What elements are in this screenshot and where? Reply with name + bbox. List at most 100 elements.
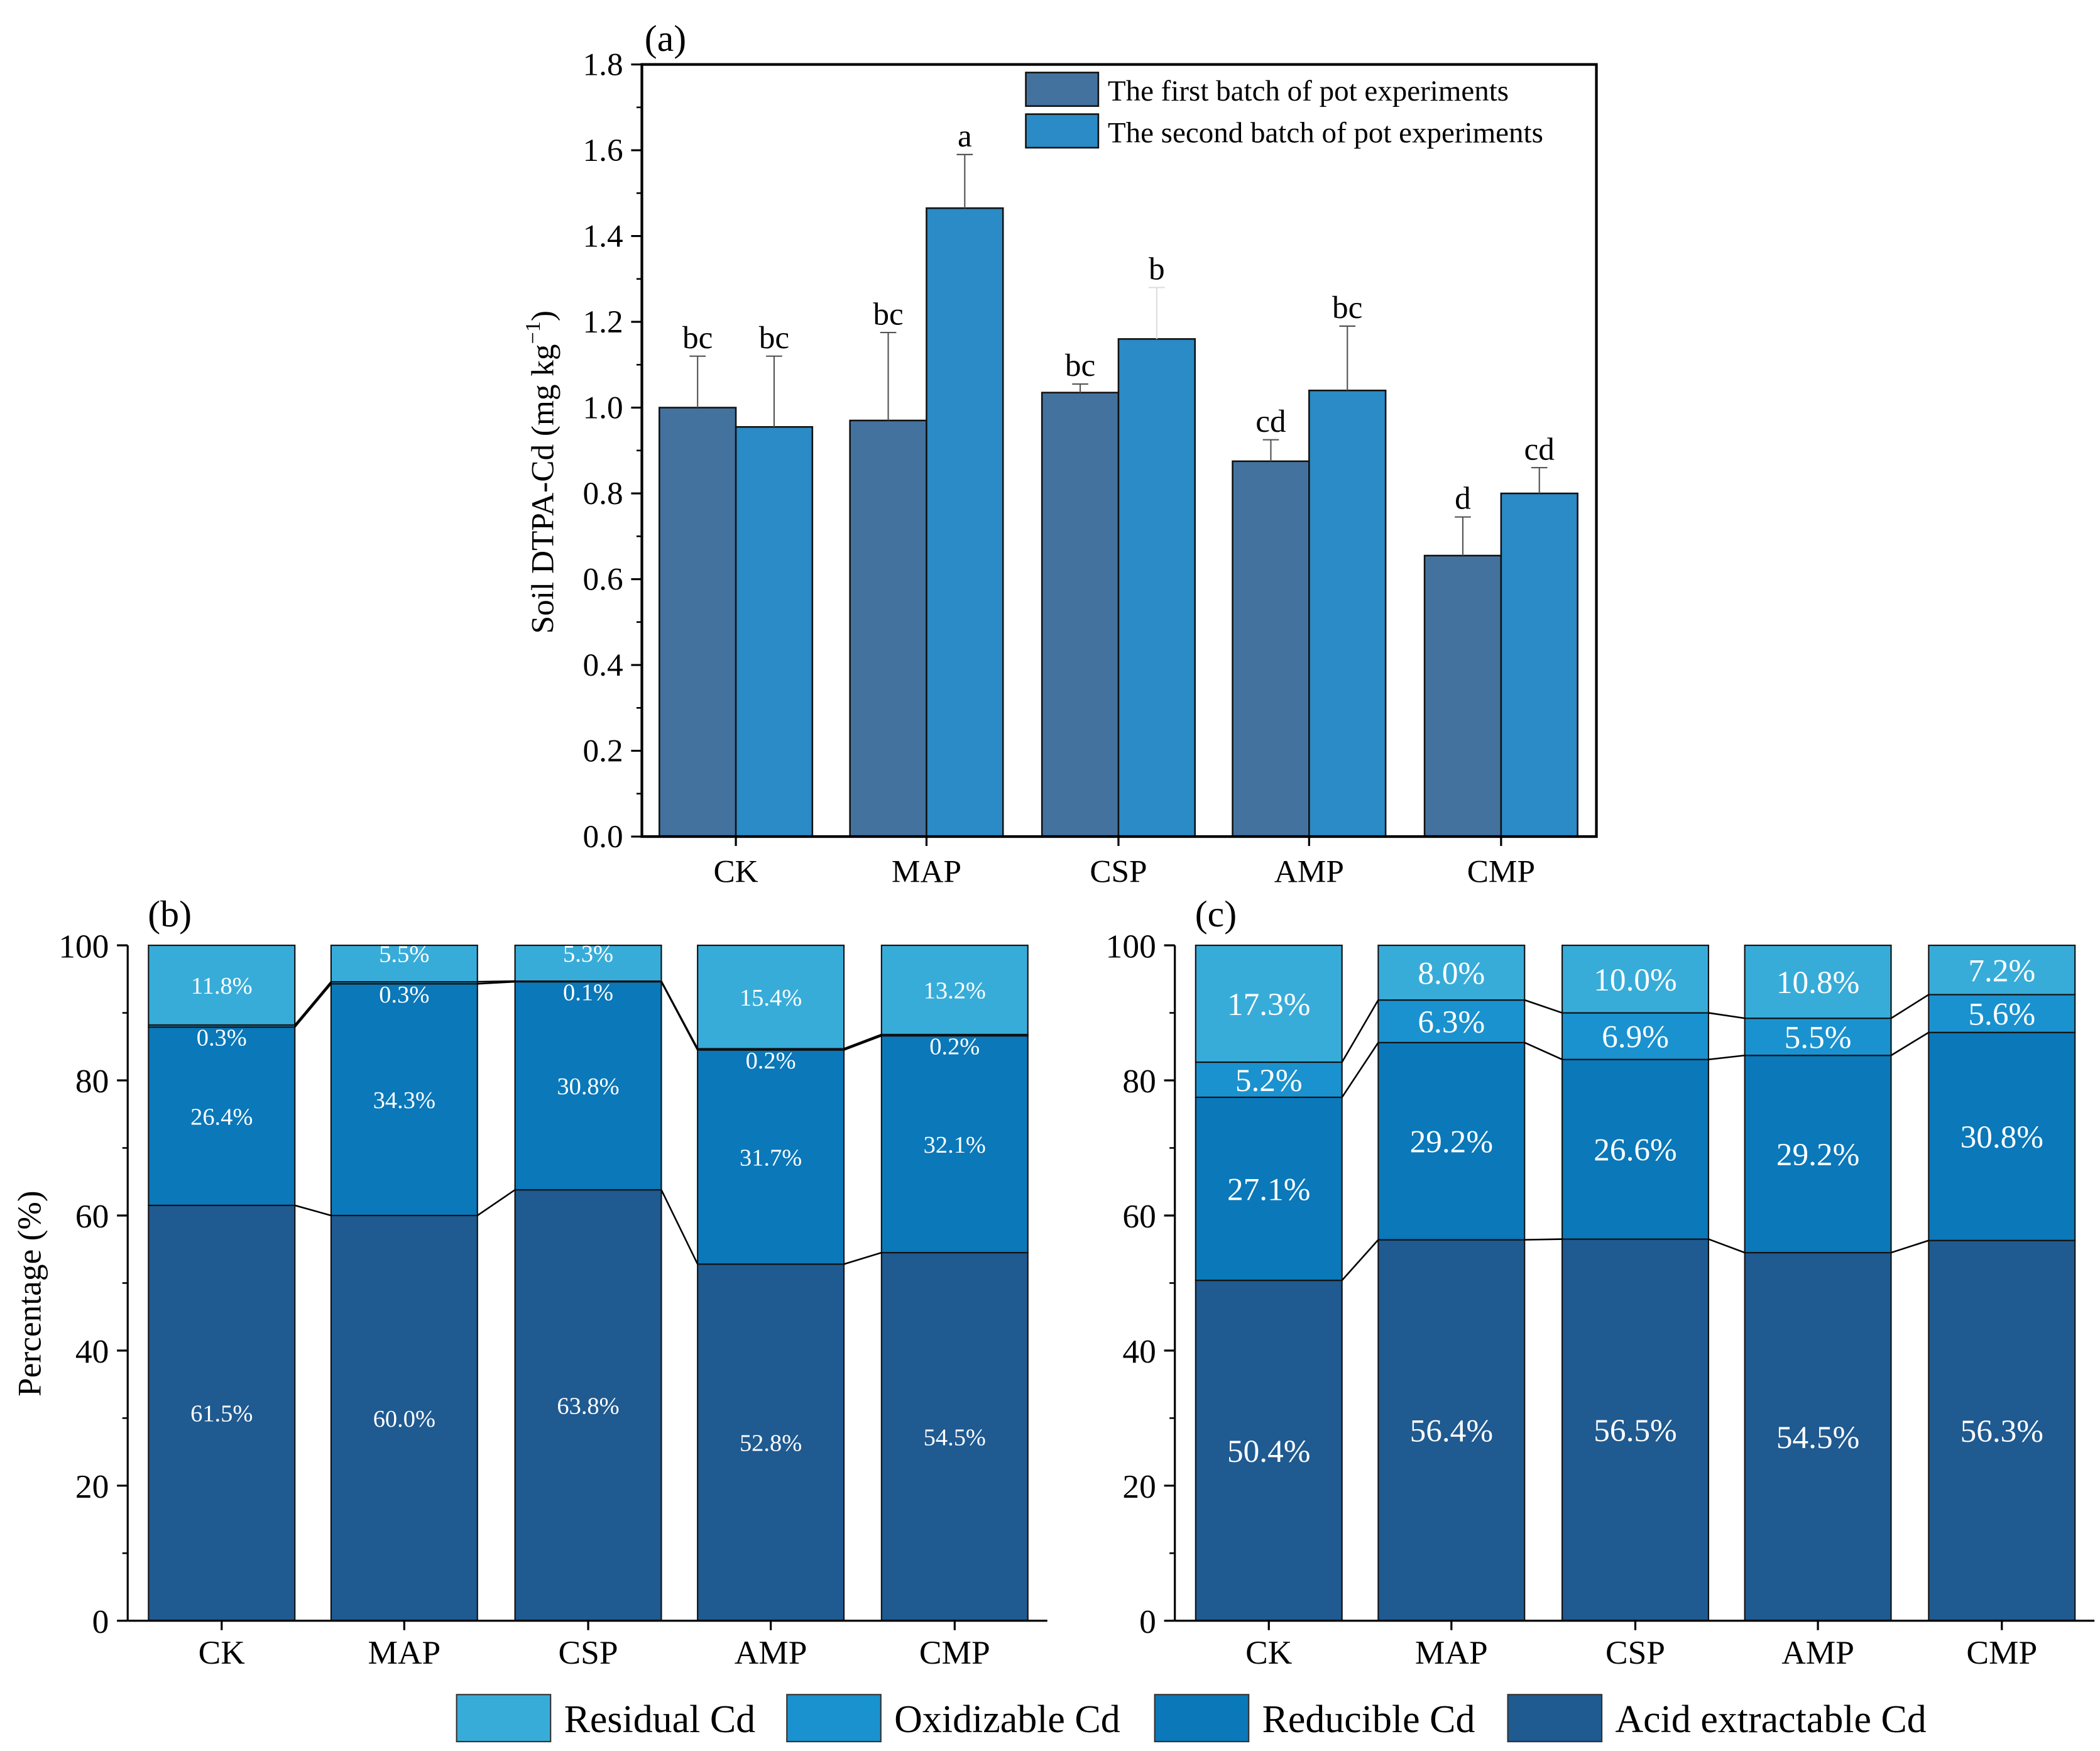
connector-line [1341, 1042, 1379, 1098]
significance-letter: cd [1524, 431, 1555, 467]
segment-label: 10.8% [1776, 965, 1859, 1001]
bar-segment-reducible-cd [1928, 1031, 2076, 1241]
y-tick-label: 80 [75, 1062, 109, 1100]
bar-1-amp [1232, 460, 1310, 838]
bar-segment-reducible-cd [514, 981, 662, 1191]
y-tick-label: 0.8 [582, 476, 623, 512]
legend-swatch [456, 1694, 552, 1743]
connector-line [1524, 999, 1563, 1014]
y-tick-label: 100 [1106, 927, 1156, 965]
y-tick-label: 1.2 [582, 304, 623, 340]
connector-line [294, 1204, 332, 1217]
segment-label: 0.2% [746, 1048, 796, 1074]
significance-letter: cd [1255, 403, 1286, 439]
connector-line [843, 1035, 882, 1051]
connector-line [1341, 1239, 1379, 1281]
legend-label: The first batch of pot experiments [1108, 75, 1509, 107]
bar-2-amp [1308, 389, 1387, 838]
segment-label: 0.3% [379, 982, 429, 1008]
connector-line [1708, 1054, 1745, 1060]
legend-label: Reducible Cd [1262, 1698, 1475, 1741]
bar-segment-residual-cd [1377, 945, 1526, 1001]
x-tick-label: CK [199, 1633, 246, 1671]
y-tick-label: 80 [1122, 1062, 1156, 1100]
bar-segment-acid-extractable-cd [697, 1263, 845, 1622]
x-tick-label: CSP [559, 1633, 618, 1671]
panel-label: (b) [148, 893, 192, 935]
y-tick-label: 40 [75, 1332, 109, 1370]
legend-swatch [1154, 1694, 1250, 1743]
connector-line [1891, 1239, 1929, 1254]
significance-letter: bc [873, 296, 903, 332]
y-tick-label: 60 [75, 1197, 109, 1235]
segment-label: 60.0% [373, 1406, 435, 1432]
connector-line [1524, 1041, 1563, 1060]
connector-line [1708, 1238, 1746, 1254]
connector-line [477, 1189, 516, 1217]
segment-label: 52.8% [740, 1430, 802, 1457]
segment-label: 0.2% [929, 1034, 980, 1060]
y-axis-label-sup: −1 [522, 321, 545, 344]
y-tick-label: 20 [1122, 1468, 1156, 1505]
segment-label: 10.0% [1594, 962, 1676, 998]
panel-a: (a) bc bc bc cd d bc a b bc cd 0.0 0.2 0.4 0.6 0.8 1.0 1.… [522, 18, 1598, 890]
significance-letter: d [1455, 481, 1471, 517]
bar-segment-residual-cd [1195, 945, 1343, 1063]
x-tick-label: AMP [735, 1633, 807, 1671]
segment-label: 11.8% [191, 973, 253, 999]
bar-segment-reducible-cd [330, 983, 478, 1217]
bar-segment-residual-cd [697, 945, 845, 1050]
y-tick-label: 0.0 [582, 819, 623, 855]
connector-line [294, 983, 332, 1028]
bar-segment-residual-cd [514, 945, 662, 982]
x-tick-label: AMP [1274, 854, 1344, 890]
connector-line [1890, 1031, 1930, 1057]
segment-label: 63.8% [557, 1393, 619, 1419]
bar-segment-residual-cd [148, 945, 296, 1026]
significance-letter: bc [759, 320, 789, 356]
bar-segment-acid-extractable-cd [1195, 1280, 1343, 1622]
segment-label: 5.2% [1235, 1063, 1303, 1099]
legend-label: Oxidizable Cd [894, 1698, 1120, 1741]
segment-label: 30.8% [557, 1073, 619, 1100]
legend-label: Acid extractable Cd [1615, 1698, 1926, 1741]
y-tick-label: 0.2 [582, 733, 623, 769]
segment-label: 26.6% [1594, 1133, 1676, 1168]
shared-legend: Residual Cd Oxidizable Cd Reducible Cd Acid… [456, 1694, 1927, 1743]
significance-letter: bc [682, 320, 713, 356]
bar-segment-residual-cd [330, 945, 478, 983]
bar-2-map [926, 207, 1004, 838]
connector-line [1524, 1238, 1563, 1241]
x-tick-label: AMP [1781, 1633, 1854, 1671]
panel-label: (c) [1195, 893, 1237, 935]
significance-letter: bc [1332, 290, 1362, 326]
bar-segment-reducible-cd [1561, 1058, 1710, 1240]
panel-c: (c) 50.4% 27.1% 5.2% 17.3% 56.4% 29.2% 6.3% 8.0%… [1106, 893, 2095, 1671]
connector-line [1341, 999, 1379, 1063]
connector-line [843, 1033, 882, 1050]
segment-label: 17.3% [1227, 987, 1310, 1023]
segment-label: 5.3% [563, 941, 613, 967]
bar-1-csp [1041, 392, 1120, 838]
connector-line [294, 981, 332, 1026]
y-axis-label: Soil DTPA-Cd (mg kg−1) [522, 310, 561, 634]
y-tick-label: 1.8 [582, 47, 623, 83]
y-tick-label: 60 [1122, 1197, 1156, 1235]
segment-label: 26.4% [190, 1104, 253, 1130]
bar-1-cmp [1423, 554, 1502, 838]
bar-segment-acid-extractable-cd [880, 1252, 1029, 1622]
bar-segment-reducible-cd [1744, 1055, 1892, 1254]
segment-label: 5.6% [1968, 997, 2035, 1033]
x-tick-label: CK [713, 854, 758, 890]
segment-label: 31.7% [740, 1144, 802, 1171]
connector-line [660, 980, 699, 1050]
connector-line [477, 980, 515, 985]
segment-label: 5.5% [379, 941, 429, 967]
legend-label: Residual Cd [564, 1698, 756, 1741]
x-tick-label: MAP [1415, 1633, 1488, 1671]
connector-line [477, 980, 515, 983]
significance-letter: bc [1065, 348, 1095, 383]
segment-label: 7.2% [1968, 953, 2035, 989]
segment-label: 5.5% [1785, 1020, 1852, 1056]
y-axis-label: Percentage (%) [10, 1190, 48, 1397]
